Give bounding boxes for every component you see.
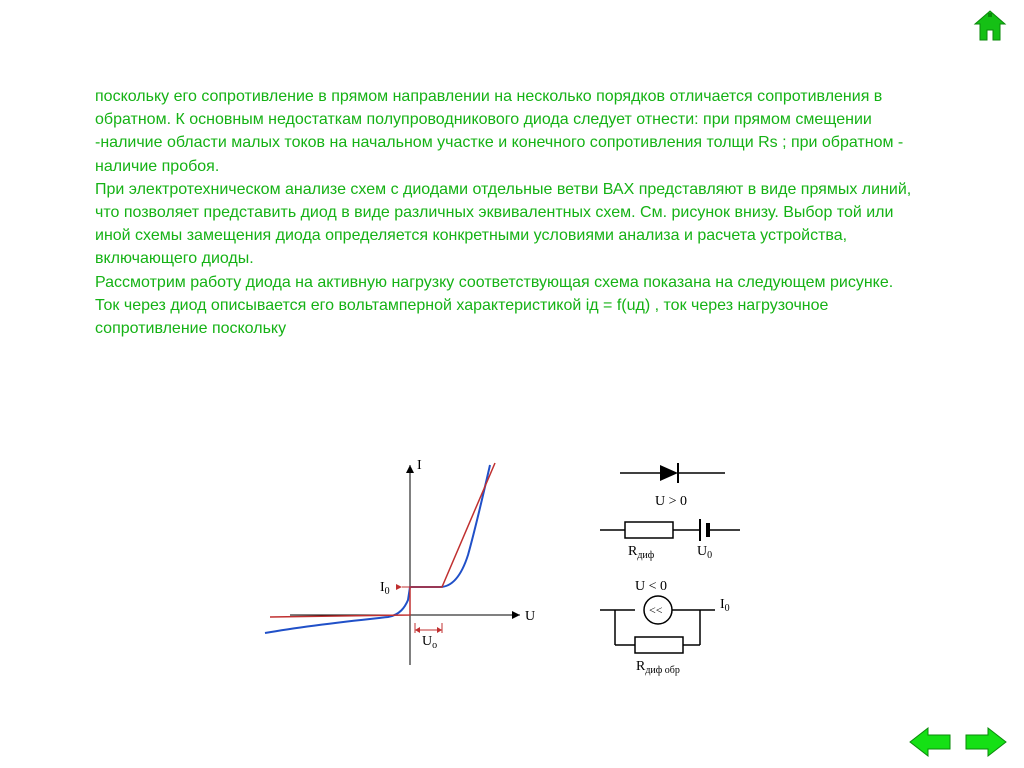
svg-text:U0: U0 bbox=[697, 544, 712, 561]
svg-text:Uo: Uo bbox=[422, 634, 437, 651]
reverse-equivalent-circuit: U < 0 << I0 Rдиф обр bbox=[600, 579, 730, 676]
home-icon[interactable] bbox=[972, 8, 1008, 44]
svg-text:U < 0: U < 0 bbox=[635, 579, 667, 594]
svg-text:I: I bbox=[417, 458, 422, 473]
svg-text:<<: << bbox=[649, 603, 663, 617]
body-text: поскольку его сопротивление в прямом нап… bbox=[95, 85, 920, 340]
diagram: I0 Uo I U U > 0 Rдиф U0 U < 0 bbox=[250, 445, 850, 705]
forward-button[interactable] bbox=[964, 724, 1008, 760]
svg-text:I0: I0 bbox=[720, 597, 730, 614]
diode-symbol bbox=[620, 463, 725, 483]
svg-text:U > 0: U > 0 bbox=[655, 494, 687, 509]
svg-text:Rдиф обр: Rдиф обр bbox=[636, 659, 680, 676]
svg-text:I0: I0 bbox=[380, 580, 390, 597]
svg-text:Rдиф: Rдиф bbox=[628, 544, 655, 561]
forward-equivalent-circuit: U > 0 Rдиф U0 bbox=[600, 494, 740, 561]
svg-text:U: U bbox=[525, 609, 535, 624]
iv-graph: I0 Uo I U bbox=[265, 458, 535, 665]
paragraph-text: поскольку его сопротивление в прямом нап… bbox=[95, 88, 911, 337]
back-button[interactable] bbox=[908, 724, 952, 760]
